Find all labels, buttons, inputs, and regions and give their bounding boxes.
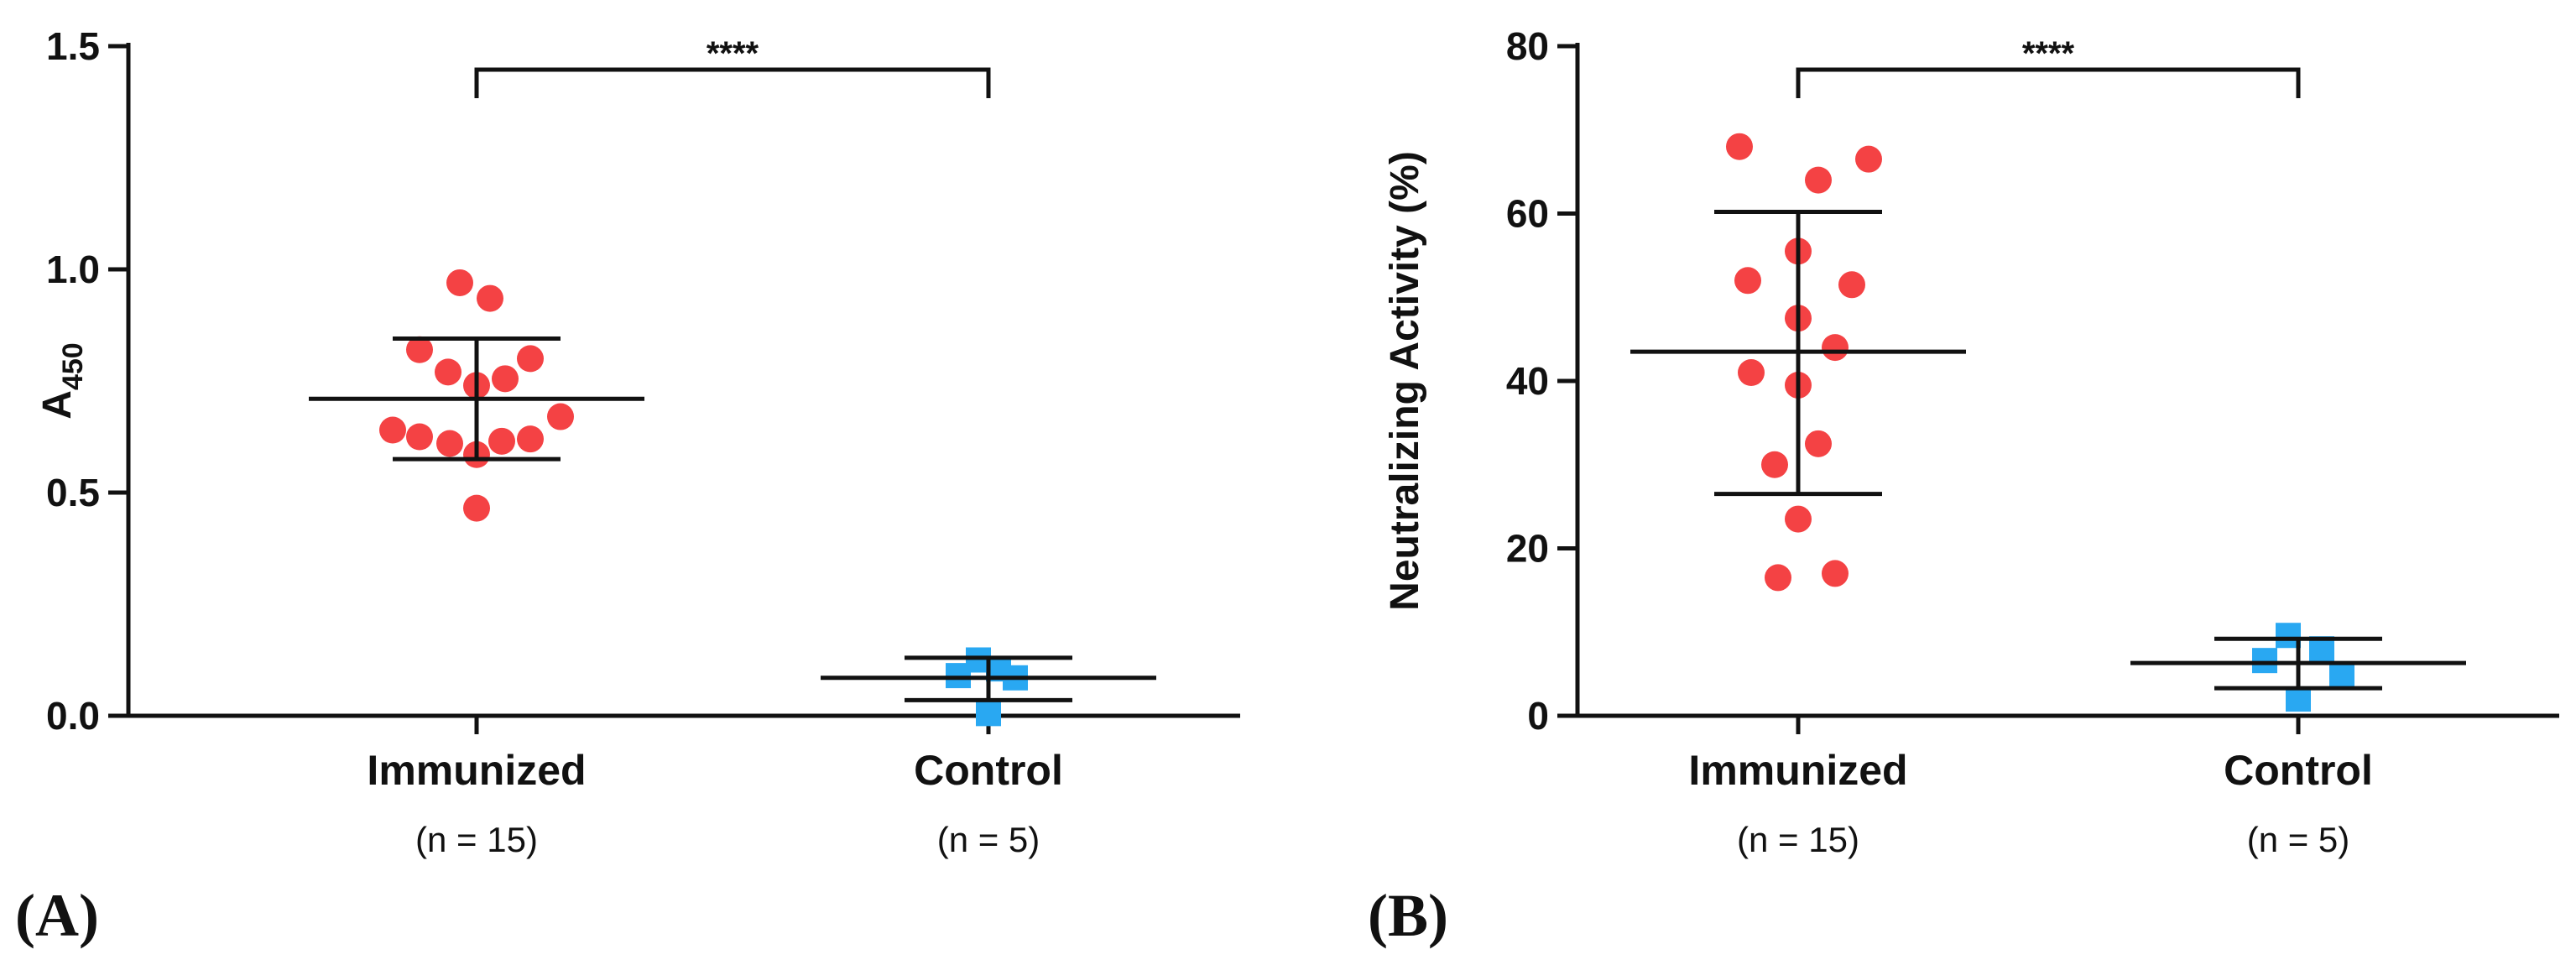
data-point (1761, 451, 1788, 478)
chart-panel-b: 0 20 40 60 80 Neutralizing Activity (%) Immuni… (1368, 24, 2559, 949)
y-tick-label: 0 (1527, 694, 1549, 738)
data-point (436, 430, 463, 457)
data-point (1805, 166, 1832, 194)
group-control (2130, 623, 2466, 712)
x-category-label: Control (2224, 747, 2373, 794)
group-immunized (1630, 133, 1966, 592)
panel-label: (A) (15, 882, 99, 949)
group-immunized (309, 269, 644, 522)
chart-panel-a: 0.0 0.5 1.0 1.5 A450 Immunized (n = 15) Control… (15, 24, 1240, 949)
y-tick-label: 40 (1506, 359, 1549, 403)
y-tick-label: 1.5 (46, 24, 100, 68)
data-point (1855, 145, 1882, 173)
data-point (477, 284, 503, 312)
x-category-label: Control (914, 747, 1063, 794)
data-point (488, 427, 515, 455)
data-point (1838, 271, 1865, 299)
data-point (435, 358, 461, 386)
panel-label: (B) (1368, 882, 1448, 949)
significance-bracket (1796, 67, 2301, 98)
data-point (1822, 560, 1849, 587)
data-point (1785, 505, 1812, 533)
data-point (1738, 359, 1765, 387)
significance-bracket (474, 67, 991, 98)
y-tick-label: 80 (1506, 24, 1549, 68)
x-category-label: Immunized (1688, 747, 1907, 794)
y-tick-label: 1.0 (46, 248, 100, 291)
y-tick-label: 0.0 (46, 694, 100, 738)
data-point (1765, 564, 1791, 592)
data-point (1805, 430, 1832, 457)
data-point (1734, 267, 1761, 295)
x-category-n-label: (n = 15) (1737, 820, 1859, 859)
data-point (379, 416, 406, 444)
data-point (946, 663, 971, 689)
y-axis-label-main: A (35, 390, 80, 420)
y-axis-label-subscript: 450 (57, 342, 89, 390)
y-tick-label: 60 (1506, 192, 1549, 236)
x-category-n-label: (n = 5) (2247, 820, 2350, 859)
data-point (406, 423, 433, 451)
y-tick-label: 20 (1506, 527, 1549, 571)
data-point (406, 336, 433, 363)
data-point (1726, 133, 1753, 160)
data-point (2329, 661, 2354, 687)
x-category-n-label: (n = 5) (937, 820, 1040, 859)
y-tick-label: 0.5 (46, 471, 100, 514)
x-category-n-label: (n = 15) (415, 820, 538, 859)
y-axis-label: A450 (35, 342, 89, 419)
data-point (492, 365, 519, 393)
significance-label: **** (2022, 35, 2075, 72)
x-category-label: Immunized (367, 747, 586, 794)
significance-label: **** (707, 35, 759, 72)
data-point (463, 494, 490, 522)
data-point (517, 425, 544, 453)
group-control (821, 647, 1156, 727)
data-point (547, 403, 574, 430)
data-point (2252, 648, 2277, 674)
y-axis-label: Neutralizing Activity (%) (1383, 151, 1427, 611)
data-point (1822, 334, 1849, 362)
data-point (517, 345, 544, 373)
data-point (2286, 686, 2311, 712)
data-point (976, 701, 1001, 727)
y-axis-label-main: Neutralizing Activity (%) (1383, 151, 1427, 611)
data-point (446, 269, 473, 296)
